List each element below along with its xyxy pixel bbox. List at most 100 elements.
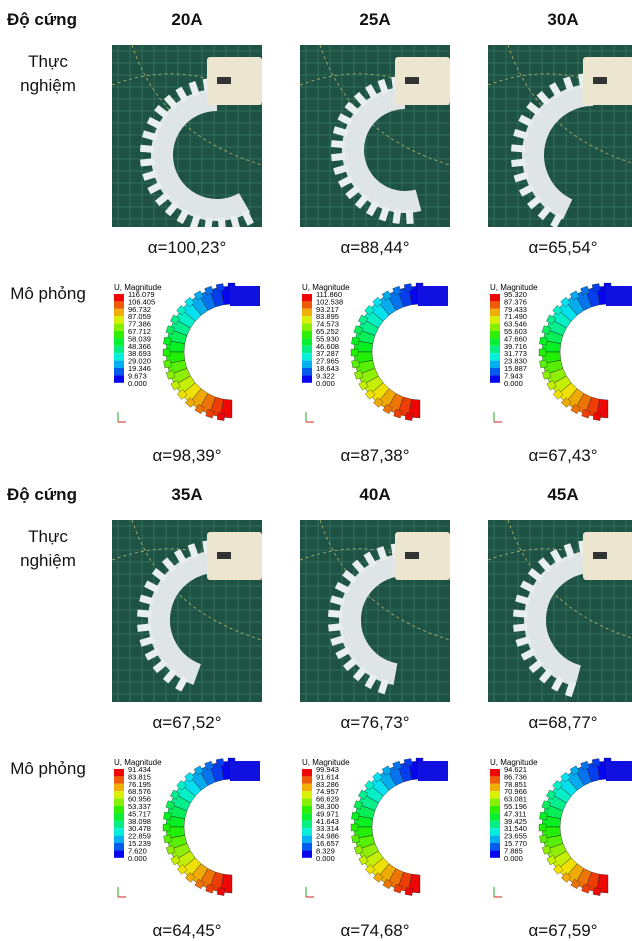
legend-value: 83.895: [316, 312, 339, 321]
legend-value: 76.195: [128, 780, 151, 789]
legend-value: 23.830: [504, 357, 527, 366]
legend-value: 53.337: [128, 802, 151, 811]
legend-value: 87.376: [504, 297, 527, 306]
experiment-photo: [112, 45, 262, 227]
legend-value: 65.252: [316, 327, 339, 336]
column-header: 35A: [171, 485, 203, 504]
legend-value: 95.320: [504, 290, 527, 299]
legend-value: 71.490: [504, 312, 527, 321]
legend-value: 111.860: [316, 290, 342, 299]
legend-value: 39.716: [504, 342, 527, 351]
legend-value: 58.039: [128, 334, 151, 343]
legend-value: 79.433: [504, 305, 527, 314]
header-label: Độ cứng: [7, 10, 77, 29]
legend-value: 47.660: [504, 334, 527, 343]
legend-value: 15.239: [128, 839, 151, 848]
legend-title: U, Magnitude: [302, 758, 350, 767]
legend-value: 67.712: [128, 327, 151, 336]
column-header: 20A: [171, 10, 203, 29]
legend-value: 55.196: [504, 802, 527, 811]
legend-value: 102.538: [316, 297, 343, 306]
legend-title: U, Magnitude: [114, 283, 162, 292]
experiment-label: Thực nghiệm: [20, 52, 76, 95]
legend-value: 7.885: [504, 846, 523, 855]
legend-value: 18.643: [316, 364, 339, 373]
legend-value: 9.673: [128, 371, 147, 380]
legend-value: 9.322: [316, 371, 335, 380]
legend-value: 63.546: [504, 320, 527, 329]
angle-label: α=67,43°: [528, 446, 598, 465]
angle-label: α=100,23°: [147, 238, 227, 257]
legend-value: 96.732: [128, 305, 151, 314]
legend-title: U, Magnitude: [114, 758, 162, 767]
legend-value: 19.346: [128, 364, 151, 373]
experiment-label: Thực nghiệm: [20, 527, 76, 570]
legend-value: 0.000: [128, 854, 147, 863]
legend-value: 7.620: [128, 846, 147, 855]
legend-value: 16.657: [316, 839, 339, 848]
angle-label: α=87,38°: [340, 446, 410, 465]
legend-value: 7.943: [504, 371, 523, 380]
angle-label: α=67,52°: [152, 713, 222, 732]
angle-label: α=98,39°: [152, 446, 222, 465]
simulation-image: U, Magnitude99.94391.61483.28674.95766.6…: [302, 757, 448, 898]
column-header: 40A: [359, 485, 391, 504]
legend-value: 31.773: [504, 349, 527, 358]
legend-value: 55.930: [316, 334, 339, 343]
legend-value: 8.329: [316, 846, 335, 855]
legend-title: U, Magnitude: [302, 283, 350, 292]
experiment-photo: [112, 520, 262, 702]
legend-value: 94.621: [504, 765, 527, 774]
angle-label: α=74,68°: [340, 921, 410, 940]
legend-value: 0.000: [504, 854, 523, 863]
angle-label: α=76,73°: [340, 713, 410, 732]
angle-label: α=67,59°: [528, 921, 598, 940]
legend-value: 38.693: [128, 349, 151, 358]
simulation-image: U, Magnitude116.079106.40596.73287.05977…: [114, 282, 260, 423]
experiment-photo: [488, 45, 632, 227]
legend-value: 41.643: [316, 817, 339, 826]
legend-value: 31.540: [504, 824, 527, 833]
legend-value: 58.300: [316, 802, 339, 811]
legend-value: 93.217: [316, 305, 339, 314]
legend-value: 27.965: [316, 357, 339, 366]
legend-title: U, Magnitude: [490, 758, 538, 767]
experiment-photo: [488, 520, 632, 702]
legend-value: 60.956: [128, 795, 151, 804]
legend-value: 83.286: [316, 780, 339, 789]
legend-value: 37.287: [316, 349, 339, 358]
legend-value: 33.314: [316, 824, 339, 833]
legend-value: 0.000: [316, 854, 335, 863]
legend-value: 74.957: [316, 787, 339, 796]
simulation-label: Mô phỏng: [10, 759, 86, 778]
legend-value: 23.655: [504, 832, 527, 841]
simulation-image: U, Magnitude91.43483.81576.19568.57660.9…: [114, 757, 260, 898]
angle-label: α=88,44°: [340, 238, 410, 257]
legend-value: 38.098: [128, 817, 151, 826]
experiment-photo: [300, 45, 450, 227]
legend-value: 22.859: [128, 832, 151, 841]
column-header: 30A: [547, 10, 579, 29]
legend-value: 15.770: [504, 839, 527, 848]
legend-value: 47.311: [504, 809, 526, 818]
legend-value: 77.386: [128, 320, 151, 329]
legend-value: 116.079: [128, 290, 155, 299]
legend-value: 49.971: [316, 809, 339, 818]
angle-label: α=68,77°: [528, 713, 598, 732]
simulation-image: U, Magnitude95.32087.37679.43371.49063.5…: [490, 282, 632, 423]
legend-value: 68.576: [128, 787, 151, 796]
legend-value: 0.000: [128, 379, 147, 388]
legend-value: 39.425: [504, 817, 527, 826]
legend-value: 45.717: [128, 809, 151, 818]
legend-value: 106.405: [128, 297, 155, 306]
legend-value: 83.815: [128, 772, 151, 781]
column-header: 45A: [547, 485, 579, 504]
legend-value: 15.887: [504, 364, 527, 373]
legend-value: 30.478: [128, 824, 151, 833]
legend-value: 78.851: [504, 780, 527, 789]
legend-value: 86.736: [504, 772, 527, 781]
legend-value: 48.366: [128, 342, 151, 351]
legend-value: 87.059: [128, 312, 151, 321]
angle-label: α=64,45°: [152, 921, 222, 940]
legend-value: 63.081: [504, 795, 527, 804]
